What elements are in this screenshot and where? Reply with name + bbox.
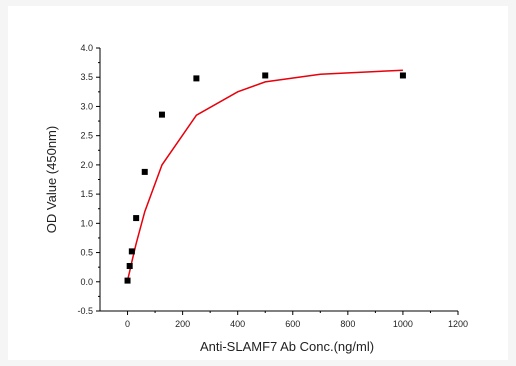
chart-card: 0 200 400 600 800 1000 1200 -0.5 0.0 0.5 1.0 1.5 2.0…	[8, 6, 508, 360]
y-tick-label: -0.5	[77, 306, 93, 316]
x-tick-label: 1200	[448, 319, 468, 329]
data-point	[124, 277, 131, 284]
y-tick-label: 0.0	[80, 277, 93, 287]
data-point	[133, 215, 140, 222]
ticks: 0 200 400 600 800 1000 1200 -0.5 0.0 0.5 1.0 1.5 2.0…	[77, 43, 468, 329]
axes	[99, 48, 458, 312]
data-point	[126, 262, 133, 269]
data-point	[262, 72, 269, 79]
x-tick-label: 1000	[393, 319, 413, 329]
y-tick-label: 4.0	[80, 43, 93, 53]
y-tick-label: 0.5	[80, 248, 93, 258]
y-axis-label: OD Value (450nm)	[44, 126, 59, 233]
data-point	[193, 75, 200, 82]
x-tick-label: 0	[125, 319, 130, 329]
y-tick-label: 2.0	[80, 160, 93, 170]
y-tick-label: 1.5	[80, 189, 93, 199]
fitted-curve-line	[126, 69, 403, 281]
y-tick-label: 2.5	[80, 131, 93, 141]
y-tick-label: 3.5	[80, 72, 93, 82]
x-tick-label: 600	[285, 319, 300, 329]
data-points	[124, 72, 406, 284]
data-point	[128, 248, 135, 255]
y-tick-label: 3.0	[80, 101, 93, 111]
data-point	[158, 111, 165, 118]
data-point	[399, 72, 406, 79]
x-tick-label: 200	[175, 319, 190, 329]
y-tick-label: 1.0	[80, 218, 93, 228]
x-tick-label: 400	[230, 319, 245, 329]
x-tick-label: 800	[340, 319, 355, 329]
data-point	[141, 168, 148, 175]
x-axis-label: Anti-SLAMF7 Ab Conc.(ng/ml)	[200, 339, 374, 354]
chart-svg: 0 200 400 600 800 1000 1200 -0.5 0.0 0.5 1.0 1.5 2.0…	[44, 43, 468, 354]
